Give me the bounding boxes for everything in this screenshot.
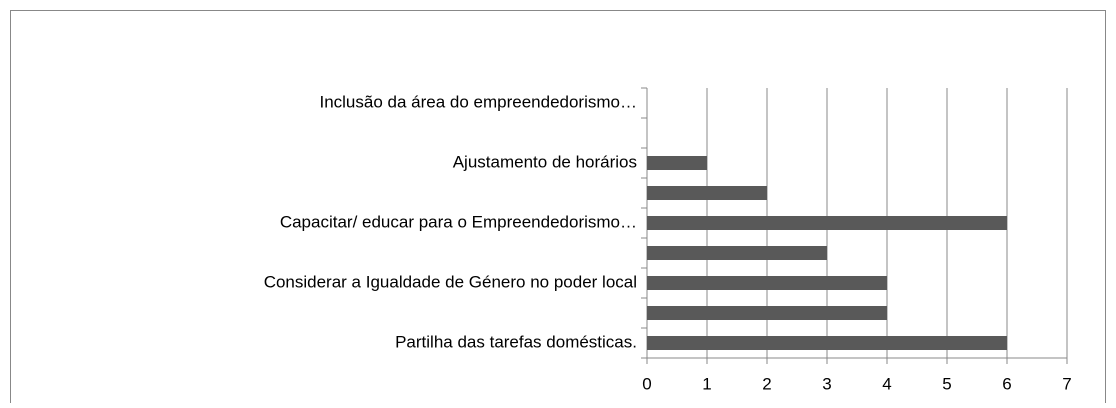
x-tick-label: 2 (762, 374, 771, 393)
bar (647, 276, 887, 290)
x-tick-label: 0 (642, 374, 651, 393)
x-tick-label: 7 (1062, 374, 1071, 393)
y-tick-label: Ajustamento de horários (453, 152, 637, 171)
bar (647, 156, 707, 170)
bar (647, 246, 827, 260)
x-tick-label: 5 (942, 374, 951, 393)
x-tick-label: 3 (822, 374, 831, 393)
y-tick-label: Capacitar/ educar para o Empreendedorism… (280, 212, 637, 231)
bar (647, 186, 767, 200)
y-tick-label: Partilha das tarefas domésticas. (395, 332, 637, 351)
y-tick-label: Inclusão da área do empreendedorismo… (319, 92, 637, 111)
y-tick-label: Considerar a Igualdade de Género no pode… (264, 272, 637, 291)
x-tick-label: 4 (882, 374, 891, 393)
bar (647, 336, 1007, 350)
x-tick-label: 1 (702, 374, 711, 393)
bar (647, 216, 1007, 230)
x-tick-label: 6 (1002, 374, 1011, 393)
bar (647, 306, 887, 320)
